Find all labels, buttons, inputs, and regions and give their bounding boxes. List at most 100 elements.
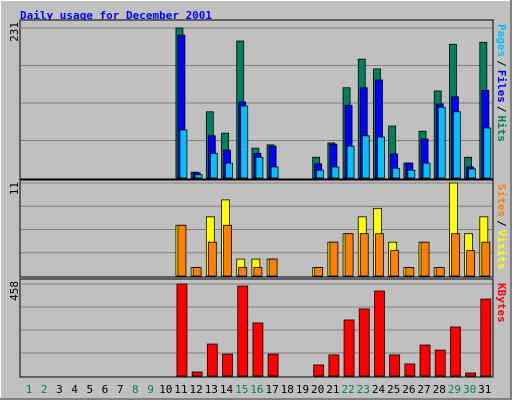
x-tick-label: 7 [117,383,124,396]
bar [407,169,416,179]
bar [434,349,446,377]
bar [392,167,401,179]
bar [451,233,460,277]
x-tick-label: 17 [265,383,278,396]
bar [390,250,400,277]
legend-entry: Files [495,70,508,103]
bar [177,224,187,277]
bar [240,105,249,179]
x-tick-label: 31 [478,383,491,396]
bar [176,283,188,377]
legend-entry: Visits [495,230,508,270]
x-tick-label: 5 [86,383,93,396]
bar [209,152,218,179]
bar [450,326,461,377]
x-tick-label: 8 [132,383,139,396]
legend-separator: / [495,106,508,113]
bar [207,241,217,277]
legend-entry: Hits [495,116,508,143]
bar [481,241,491,277]
bar [344,233,354,277]
x-tick-label: 18 [281,383,294,396]
bar [480,298,492,377]
bar [206,343,218,377]
bar [194,174,203,179]
bar [359,233,369,277]
x-tick-label: 20 [311,383,324,396]
legend-separator: / [495,60,508,67]
y-tick-label: 11 [8,182,21,195]
bar [346,145,355,179]
bar [329,241,339,277]
x-tick-label: 9 [147,383,154,396]
bar [483,127,492,179]
x-tick-label: 4 [71,383,78,396]
bar [222,353,233,377]
legend: Sites / Visits [495,184,508,270]
bar [422,162,431,179]
x-tick-label: 15 [235,383,248,396]
x-tick-label: 24 [372,383,386,396]
y-tick-label: 458 [8,281,21,301]
x-tick-label: 10 [159,383,172,396]
bar [374,290,385,377]
x-tick-label: 13 [205,383,218,396]
bar [238,267,248,277]
chart-title: Daily usage for December 2001 [20,9,212,22]
x-tick-label: 3 [56,383,63,396]
x-tick-label: 19 [296,383,309,396]
bar [270,166,279,179]
legend: Pages / Files / Hits [495,24,508,142]
bar [225,162,233,179]
x-tick-label: 30 [463,383,476,396]
bar [313,364,325,377]
x-tick-label: 25 [387,383,400,396]
x-tick-label: 12 [190,383,203,396]
bar [404,363,416,377]
bar [361,135,370,179]
x-tick-label: 2 [41,383,48,396]
x-tick-label: 14 [220,383,234,396]
legend: KBytes [495,283,508,323]
bar [343,319,355,377]
bar [331,166,340,179]
bar [179,129,188,179]
legend-entry: Sites [495,184,508,217]
x-tick-label: 22 [341,383,354,396]
bar [419,344,431,377]
x-tick-label: 11 [174,383,187,396]
bar [468,168,477,179]
bar [268,258,278,277]
bar [314,267,324,277]
bar [252,322,264,377]
bar [389,354,401,377]
x-tick-label: 26 [402,383,415,396]
x-tick-label: 27 [417,383,430,396]
bar [253,267,263,277]
bar [316,169,325,179]
y-tick-label: 231 [8,22,21,42]
x-tick-label: 6 [102,383,109,396]
bar [405,267,415,277]
bar [435,267,445,277]
bar [255,156,264,179]
bar [453,111,461,179]
legend-entry: KBytes [495,283,508,323]
bar [420,241,430,277]
legend-separator: / [495,220,508,227]
bar [377,136,385,179]
bar [223,224,232,277]
x-tick-label: 29 [448,383,461,396]
bar [437,106,446,179]
x-tick-label: 21 [326,383,339,396]
legend-entry: Pages [495,24,508,57]
x-tick-label: 28 [433,383,446,396]
x-tick-label: 23 [357,383,370,396]
bar [191,371,203,377]
x-tick-label: 1 [26,383,33,396]
bar [358,308,370,377]
bar [267,353,279,377]
bar [328,354,340,377]
